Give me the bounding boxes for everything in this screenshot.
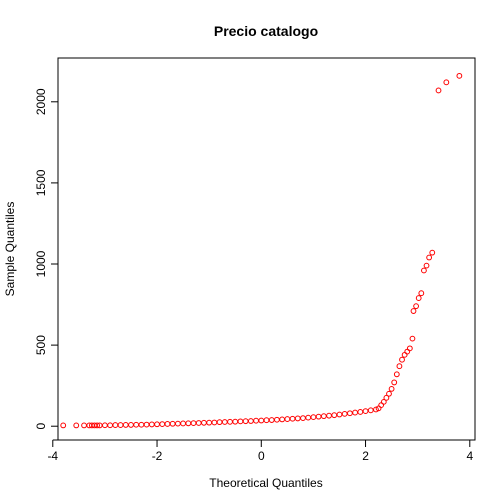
data-point [73, 422, 80, 429]
data-point [421, 267, 427, 274]
data-points [60, 72, 463, 429]
data-point [413, 303, 419, 310]
data-point [423, 262, 430, 269]
data-point [426, 254, 433, 261]
data-point [415, 295, 422, 301]
data-point [388, 386, 395, 392]
x-tick-label: 2 [362, 449, 369, 463]
data-point [435, 87, 442, 94]
x-tick-label: -4 [47, 449, 58, 463]
data-point [362, 408, 369, 415]
y-tick-label: 1000 [34, 250, 48, 277]
x-tick-label: 4 [466, 449, 473, 463]
y-tick-label: 0 [34, 423, 48, 430]
y-tick-label: 1500 [34, 169, 48, 196]
x-axis-label: Theoretical Quantiles [209, 476, 322, 490]
data-point [409, 335, 416, 342]
x-axis: -4 -2 0 2 4 [47, 439, 473, 463]
data-point [443, 79, 450, 86]
data-point [456, 72, 463, 79]
chart-title: Precio catalogo [214, 23, 318, 39]
data-point [94, 422, 100, 429]
data-point [386, 390, 392, 397]
x-tick-label: 0 [258, 449, 265, 463]
data-point [380, 398, 387, 405]
y-tick-label: 2000 [34, 88, 48, 115]
data-point [406, 345, 413, 352]
data-point [399, 356, 405, 363]
data-point [383, 394, 390, 401]
data-point [410, 308, 417, 314]
data-point [391, 379, 398, 386]
data-point [393, 371, 400, 378]
data-point [367, 407, 374, 414]
data-point [60, 422, 67, 429]
y-tick-label: 500 [34, 335, 48, 355]
y-axis: 0 500 1000 1500 2000 [34, 88, 59, 430]
x-tick-label: -2 [152, 449, 163, 463]
data-point [418, 290, 425, 297]
data-point [396, 363, 403, 370]
data-point [429, 249, 436, 256]
data-point [357, 409, 364, 415]
y-axis-label: Sample Quantiles [3, 202, 17, 297]
